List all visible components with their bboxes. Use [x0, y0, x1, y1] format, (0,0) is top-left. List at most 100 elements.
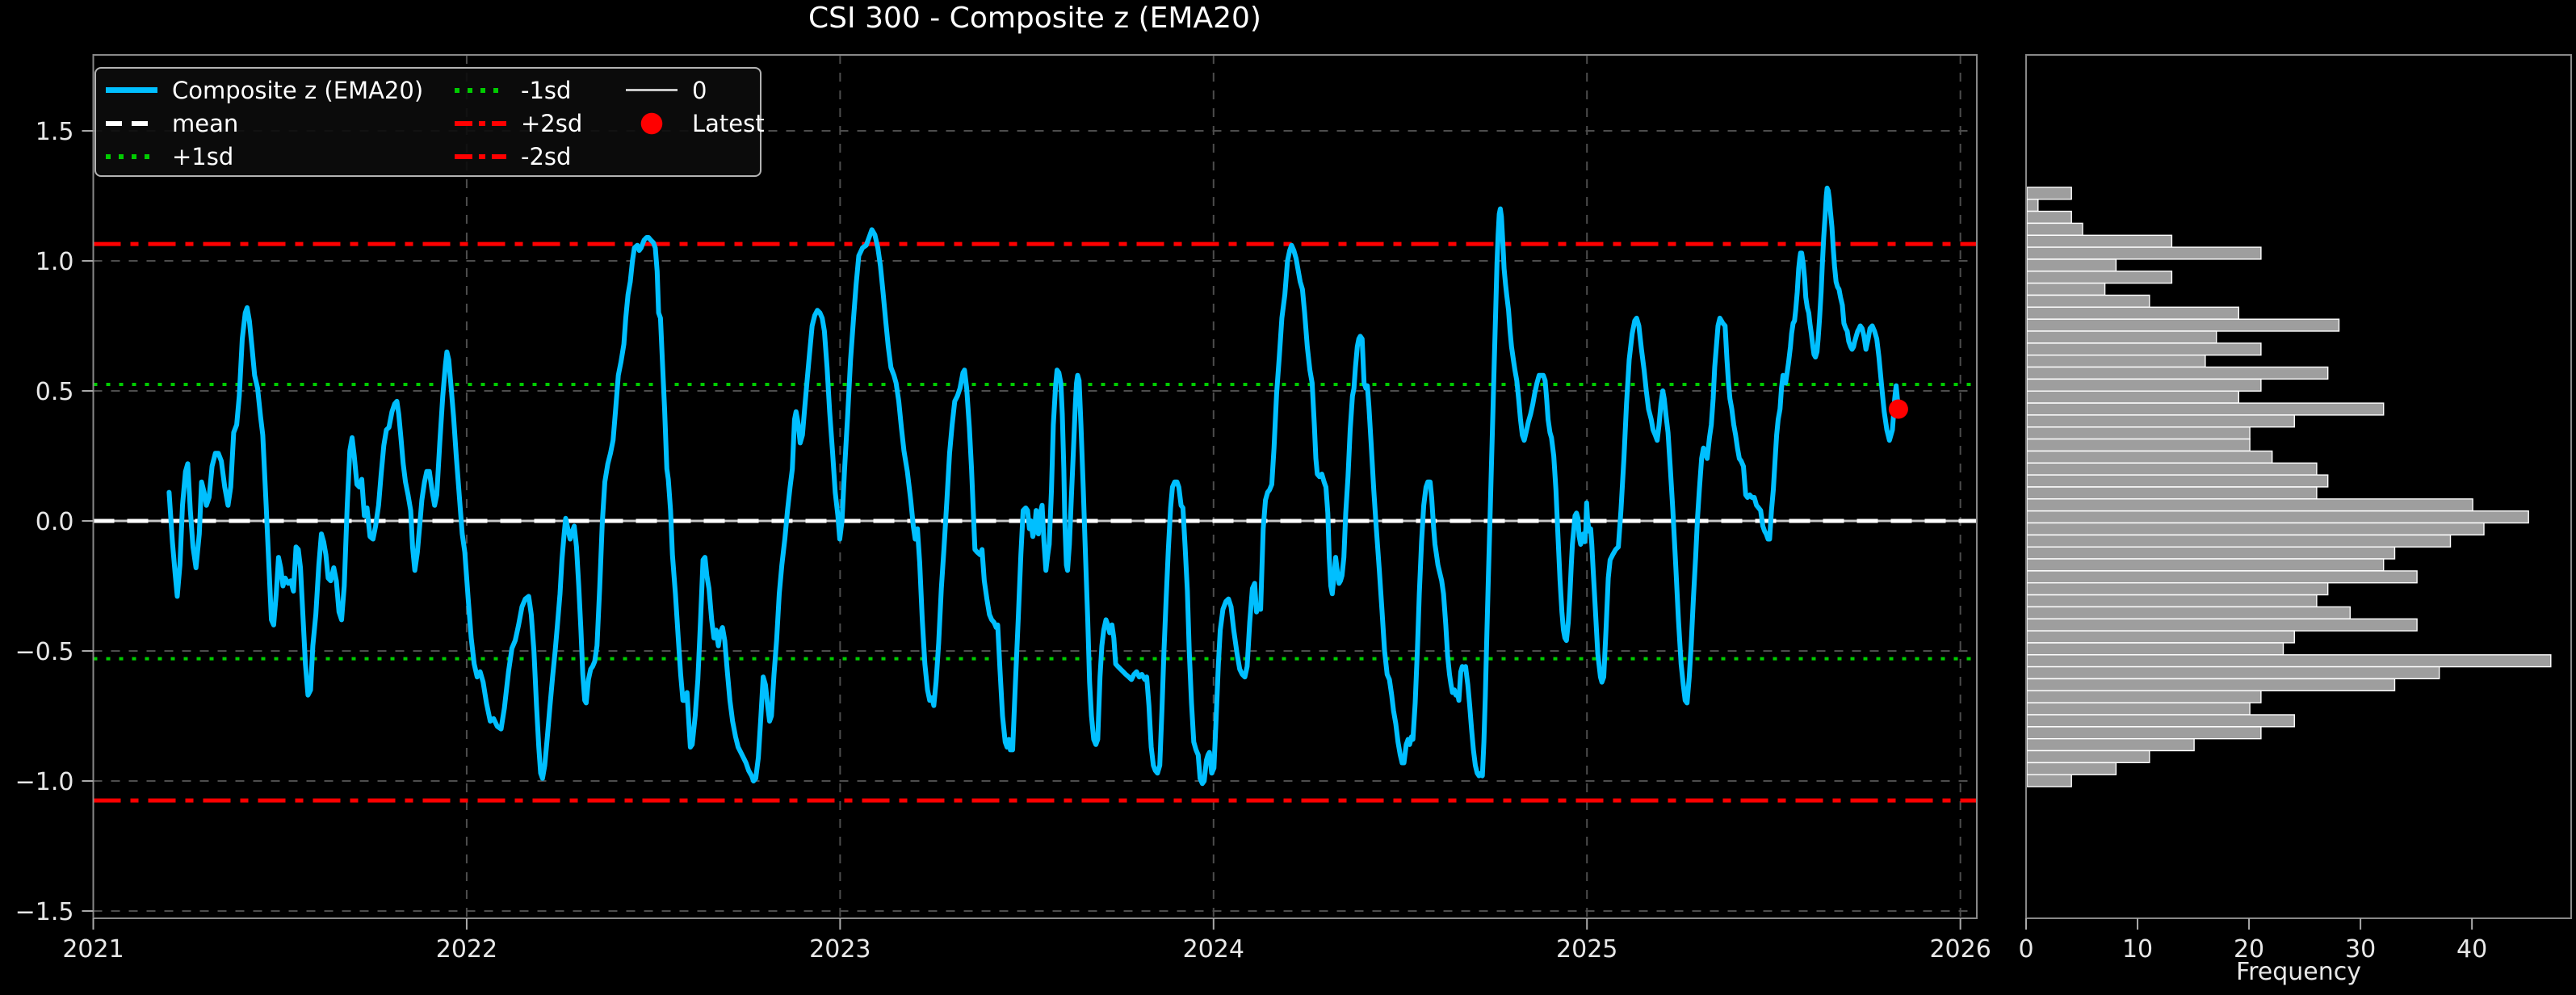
- histogram-bar: [2026, 222, 2083, 236]
- histogram-bar: [2026, 198, 2039, 212]
- histogram-bar: [2026, 630, 2295, 644]
- histogram-bar: [2026, 546, 2396, 560]
- histogram-bar: [2026, 690, 2262, 703]
- histogram-bar: [2026, 318, 2340, 332]
- histogram-bar: [2026, 378, 2262, 392]
- histogram-bar: [2026, 402, 2385, 416]
- hist-x-tick-label: 10: [2122, 935, 2153, 964]
- histogram-bar: [2026, 258, 2117, 272]
- histogram-bar: [2026, 522, 2485, 536]
- histogram-bar: [2026, 271, 2173, 284]
- legend-item-latest: Latest: [626, 107, 765, 140]
- plus1sd-line-icon: [106, 153, 157, 159]
- minus2sd-line-icon: [455, 153, 506, 159]
- hist-x-tick-label: 0: [2018, 935, 2033, 964]
- legend-label: Composite z (EMA20): [172, 76, 424, 104]
- legend-label: 0: [692, 76, 707, 104]
- x-tick-label: 2024: [1183, 935, 1244, 964]
- histogram-bar: [2026, 702, 2251, 716]
- histogram-bar: [2026, 534, 2452, 548]
- y-tick-label: −1.0: [15, 768, 74, 796]
- x-tick-label: 2022: [436, 935, 497, 964]
- histogram-bar: [2026, 330, 2217, 344]
- histogram-bar: [2026, 642, 2284, 656]
- histogram-bar: [2026, 594, 2318, 608]
- histogram-bar: [2026, 726, 2262, 740]
- legend-item-zero: 0: [626, 73, 755, 107]
- histogram-bar: [2026, 486, 2318, 500]
- x-tick-label: 2025: [1556, 935, 1617, 964]
- minus1sd-line-icon: [455, 87, 506, 93]
- legend-column-2: -1sd +2sd -2sd: [455, 73, 626, 174]
- histogram-bar: [2026, 654, 2552, 668]
- composite-z-line: [166, 185, 1901, 787]
- legend-item-plus2sd: +2sd: [455, 107, 626, 140]
- left-plot-spine: [92, 54, 1978, 919]
- x-tick-label: 2026: [1929, 935, 1991, 964]
- legend-label: -2sd: [521, 142, 572, 170]
- histogram-bar: [2026, 498, 2473, 512]
- legend-item-plus1sd: +1sd: [106, 140, 455, 173]
- histogram-bar: [2026, 570, 2418, 584]
- legend-item-minus2sd: -2sd: [455, 140, 626, 173]
- legend-column-3: 0 Latest: [626, 73, 765, 174]
- y-tick-label: −1.5: [15, 898, 74, 926]
- histogram-bar: [2026, 366, 2329, 380]
- histogram-bar: [2026, 474, 2329, 488]
- histogram-bar: [2026, 234, 2173, 248]
- histogram-bar: [2026, 246, 2262, 260]
- histogram-bar: [2026, 390, 2239, 404]
- legend-label: mean: [172, 109, 239, 137]
- legend-item-mean: mean: [106, 107, 455, 140]
- histogram-bar: [2026, 665, 2440, 680]
- y-tick-label: −0.5: [15, 638, 74, 666]
- hist-x-tick-label: 20: [2234, 935, 2264, 964]
- mean-line-icon: [106, 120, 157, 126]
- x-tick-label: 2021: [62, 935, 124, 964]
- latest-marker: [1888, 399, 1908, 419]
- histogram-bar: [2026, 618, 2418, 632]
- histogram-bar: [2026, 450, 2273, 464]
- zero-line-icon: [626, 89, 678, 91]
- histogram-bar: [2026, 762, 2117, 775]
- histogram-bar: [2026, 678, 2396, 692]
- legend-label: +1sd: [172, 142, 234, 170]
- legend-label: Latest: [692, 109, 765, 137]
- legend-label: +2sd: [521, 109, 583, 137]
- legend-label: -1sd: [521, 76, 572, 104]
- histogram-bar: [2026, 294, 2150, 309]
- histogram-spine: [2025, 54, 2572, 919]
- histogram-bar: [2026, 414, 2295, 428]
- histogram-bar: [2026, 187, 2072, 200]
- histogram-bar: [2026, 582, 2329, 596]
- legend-item-minus1sd: -1sd: [455, 73, 626, 107]
- legend-item-composite-z: Composite z (EMA20): [106, 73, 455, 107]
- y-tick-label: 0.5: [36, 378, 74, 406]
- histogram-bar: [2026, 210, 2072, 225]
- histogram-bar: [2026, 426, 2251, 440]
- hist-xlabel: Frequency: [2236, 958, 2361, 986]
- histogram-bar: [2026, 282, 2106, 296]
- histogram-bar: [2026, 774, 2072, 787]
- y-tick-label: 1.5: [36, 118, 74, 146]
- hist-x-tick-label: 40: [2456, 935, 2487, 964]
- histogram-bar: [2026, 462, 2318, 476]
- chart-title: CSI 300 - Composite z (EMA20): [808, 2, 1261, 35]
- y-tick-label: 0.0: [36, 508, 74, 536]
- histogram-bar: [2026, 749, 2150, 764]
- histogram-bar: [2026, 714, 2295, 728]
- latest-marker-icon: [626, 111, 678, 135]
- histogram-bar: [2026, 510, 2529, 524]
- composite-z-line-icon: [106, 87, 157, 93]
- histogram-bar: [2026, 306, 2239, 320]
- histogram-bar: [2026, 438, 2251, 452]
- histogram-bar: [2026, 606, 2351, 619]
- histogram-bar: [2026, 558, 2385, 572]
- histogram-bar: [2026, 342, 2262, 356]
- histogram-bar: [2026, 738, 2195, 752]
- histogram-bar: [2026, 355, 2206, 368]
- plus2sd-line-icon: [455, 120, 506, 126]
- legend: Composite z (EMA20) mean +1sd -1sd +2sd: [94, 67, 765, 177]
- y-tick-label: 1.0: [36, 248, 74, 276]
